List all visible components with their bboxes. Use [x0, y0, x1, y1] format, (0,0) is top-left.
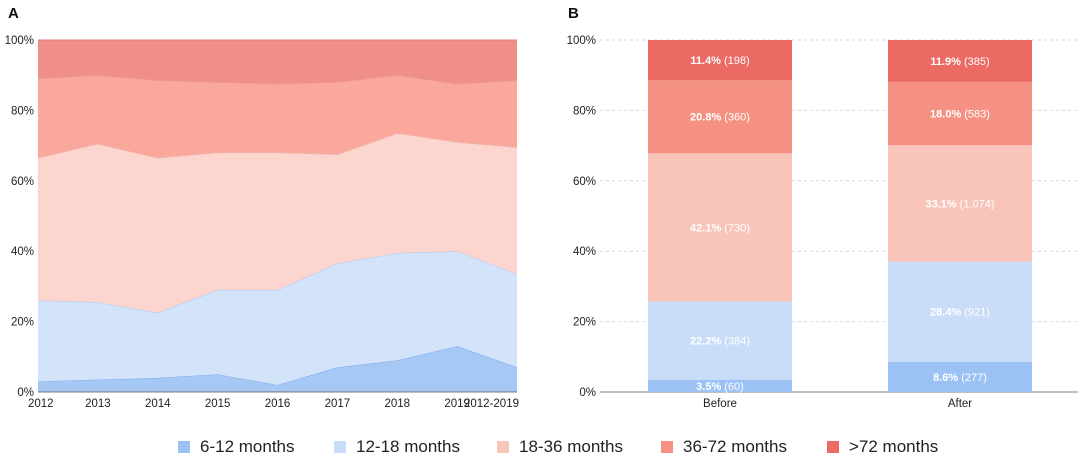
x-tick-label: 2012: [28, 398, 54, 410]
bar-label-count: (385): [964, 56, 990, 68]
legend-swatch-18-36: [497, 441, 509, 453]
legend-swatch-36-72: [661, 441, 673, 453]
bar-label-pct: 28.4%: [930, 307, 961, 319]
legend-swatch->72: [827, 441, 839, 453]
panel-b-stacked-bar-chart: 0% 20% 40% 60% 80% 100% 3.5% (60) 22.2% (384) 42.1…: [567, 35, 1078, 410]
panel-a-area-chart: 0% 20% 40% 60% 80% 100% 2012 2013 2014 2015 2016 20…: [5, 35, 519, 410]
panel-a-letter: A: [8, 5, 19, 22]
x-tick-label: 2014: [145, 398, 171, 410]
bar-label-count: (360): [724, 112, 750, 124]
bar-segment-36-72: [888, 81, 1032, 146]
bar-segment-36-72: [648, 80, 792, 154]
bar-label-pct: 11.9%: [930, 56, 961, 68]
y-tick-label: 100%: [567, 35, 596, 47]
legend-swatch-12-18: [334, 441, 346, 453]
y-tick-label: 40%: [11, 246, 34, 258]
bar-label-36-72: 20.8% (360): [690, 112, 750, 124]
bar-segment-6-12: [648, 379, 792, 392]
x-tick-label: After: [948, 398, 972, 410]
bar-segment-18-36: [888, 145, 1032, 262]
legend-label: 18-36 months: [519, 437, 623, 456]
bar-label-18-36: 42.1% (730): [690, 222, 750, 234]
panel-b-letter: B: [568, 5, 579, 22]
y-tick-label: 80%: [11, 105, 34, 117]
bar-segment-12-18: [888, 261, 1032, 362]
bar-label->72: 11.4% (198): [690, 55, 749, 67]
y-tick-label: 20%: [11, 317, 34, 329]
y-tick-label: 40%: [573, 246, 596, 258]
area-series-12-18: [38, 251, 517, 385]
x-tick-label: 2015: [205, 398, 231, 410]
x-tick-label: 2013: [85, 398, 111, 410]
x-tick-label: 2019: [444, 398, 470, 410]
bar-label-12-18: 22.2% (384): [690, 336, 750, 348]
legend-label: >72 months: [849, 437, 938, 456]
bar-label-count: (198): [724, 55, 750, 67]
legend: 6-12 months 12-18 months 18-36 months 36-72…: [178, 437, 938, 456]
legend-label: 36-72 months: [683, 437, 787, 456]
y-tick-label: 20%: [573, 317, 596, 329]
bar-label-6-12: 3.5% (60): [696, 381, 744, 393]
x-tick-label: 2016: [265, 398, 291, 410]
legend-label: 6-12 months: [200, 437, 295, 456]
legend-label: 12-18 months: [356, 437, 460, 456]
bar-label-pct: 20.8%: [690, 112, 721, 124]
bar-label-18-36: 33.1% (1,074): [925, 199, 994, 211]
x-tick-label: 2017: [325, 398, 351, 410]
bar-label-pct: 22.2%: [690, 336, 721, 348]
y-tick-label: 0%: [17, 387, 34, 399]
area-series-6-12: [38, 346, 517, 392]
bar-segment-6-12: [888, 361, 1032, 392]
bar-label-pct: 3.5%: [696, 381, 721, 393]
area-series-18-36: [38, 133, 517, 313]
bar-segment-12-18: [648, 301, 792, 380]
x-tick-label: Before: [703, 398, 737, 410]
x-tick-label: 2012-2019: [464, 398, 519, 410]
y-tick-label: 60%: [11, 176, 34, 188]
area-series-36-72: [38, 75, 517, 158]
bar-label-count: (730): [724, 222, 750, 234]
y-tick-label: 60%: [573, 176, 596, 188]
bar-label-count: (384): [724, 336, 750, 348]
bar-segment-18-36: [648, 153, 792, 302]
bar-label-pct: 33.1%: [925, 199, 956, 211]
bar-label->72: 11.9% (385): [930, 56, 989, 68]
bar-label-pct: 8.6%: [933, 372, 958, 384]
x-tick-label: 2018: [384, 398, 410, 410]
y-tick-label: 0%: [579, 387, 596, 399]
bar-label-count: (583): [964, 109, 990, 121]
bar-label-6-12: 8.6% (277): [933, 372, 987, 384]
bar-label-count: (921): [964, 307, 990, 319]
bar-segment->72: [648, 40, 792, 81]
bar-label-pct: 42.1%: [690, 222, 721, 234]
legend-swatch-6-12: [178, 441, 190, 453]
area-series->72: [38, 40, 517, 84]
bar-label-count: (277): [961, 372, 987, 384]
bar-label-36-72: 18.0% (583): [930, 109, 990, 121]
bar-label-count: (60): [724, 381, 744, 393]
y-tick-label: 80%: [573, 105, 596, 117]
y-tick-label: 100%: [5, 35, 34, 47]
bar-label-pct: 18.0%: [930, 109, 961, 121]
bar-label-count: (1,074): [960, 199, 995, 211]
bar-segment->72: [888, 40, 1032, 82]
bar-label-pct: 11.4%: [690, 55, 721, 67]
bar-label-12-18: 28.4% (921): [930, 307, 990, 319]
